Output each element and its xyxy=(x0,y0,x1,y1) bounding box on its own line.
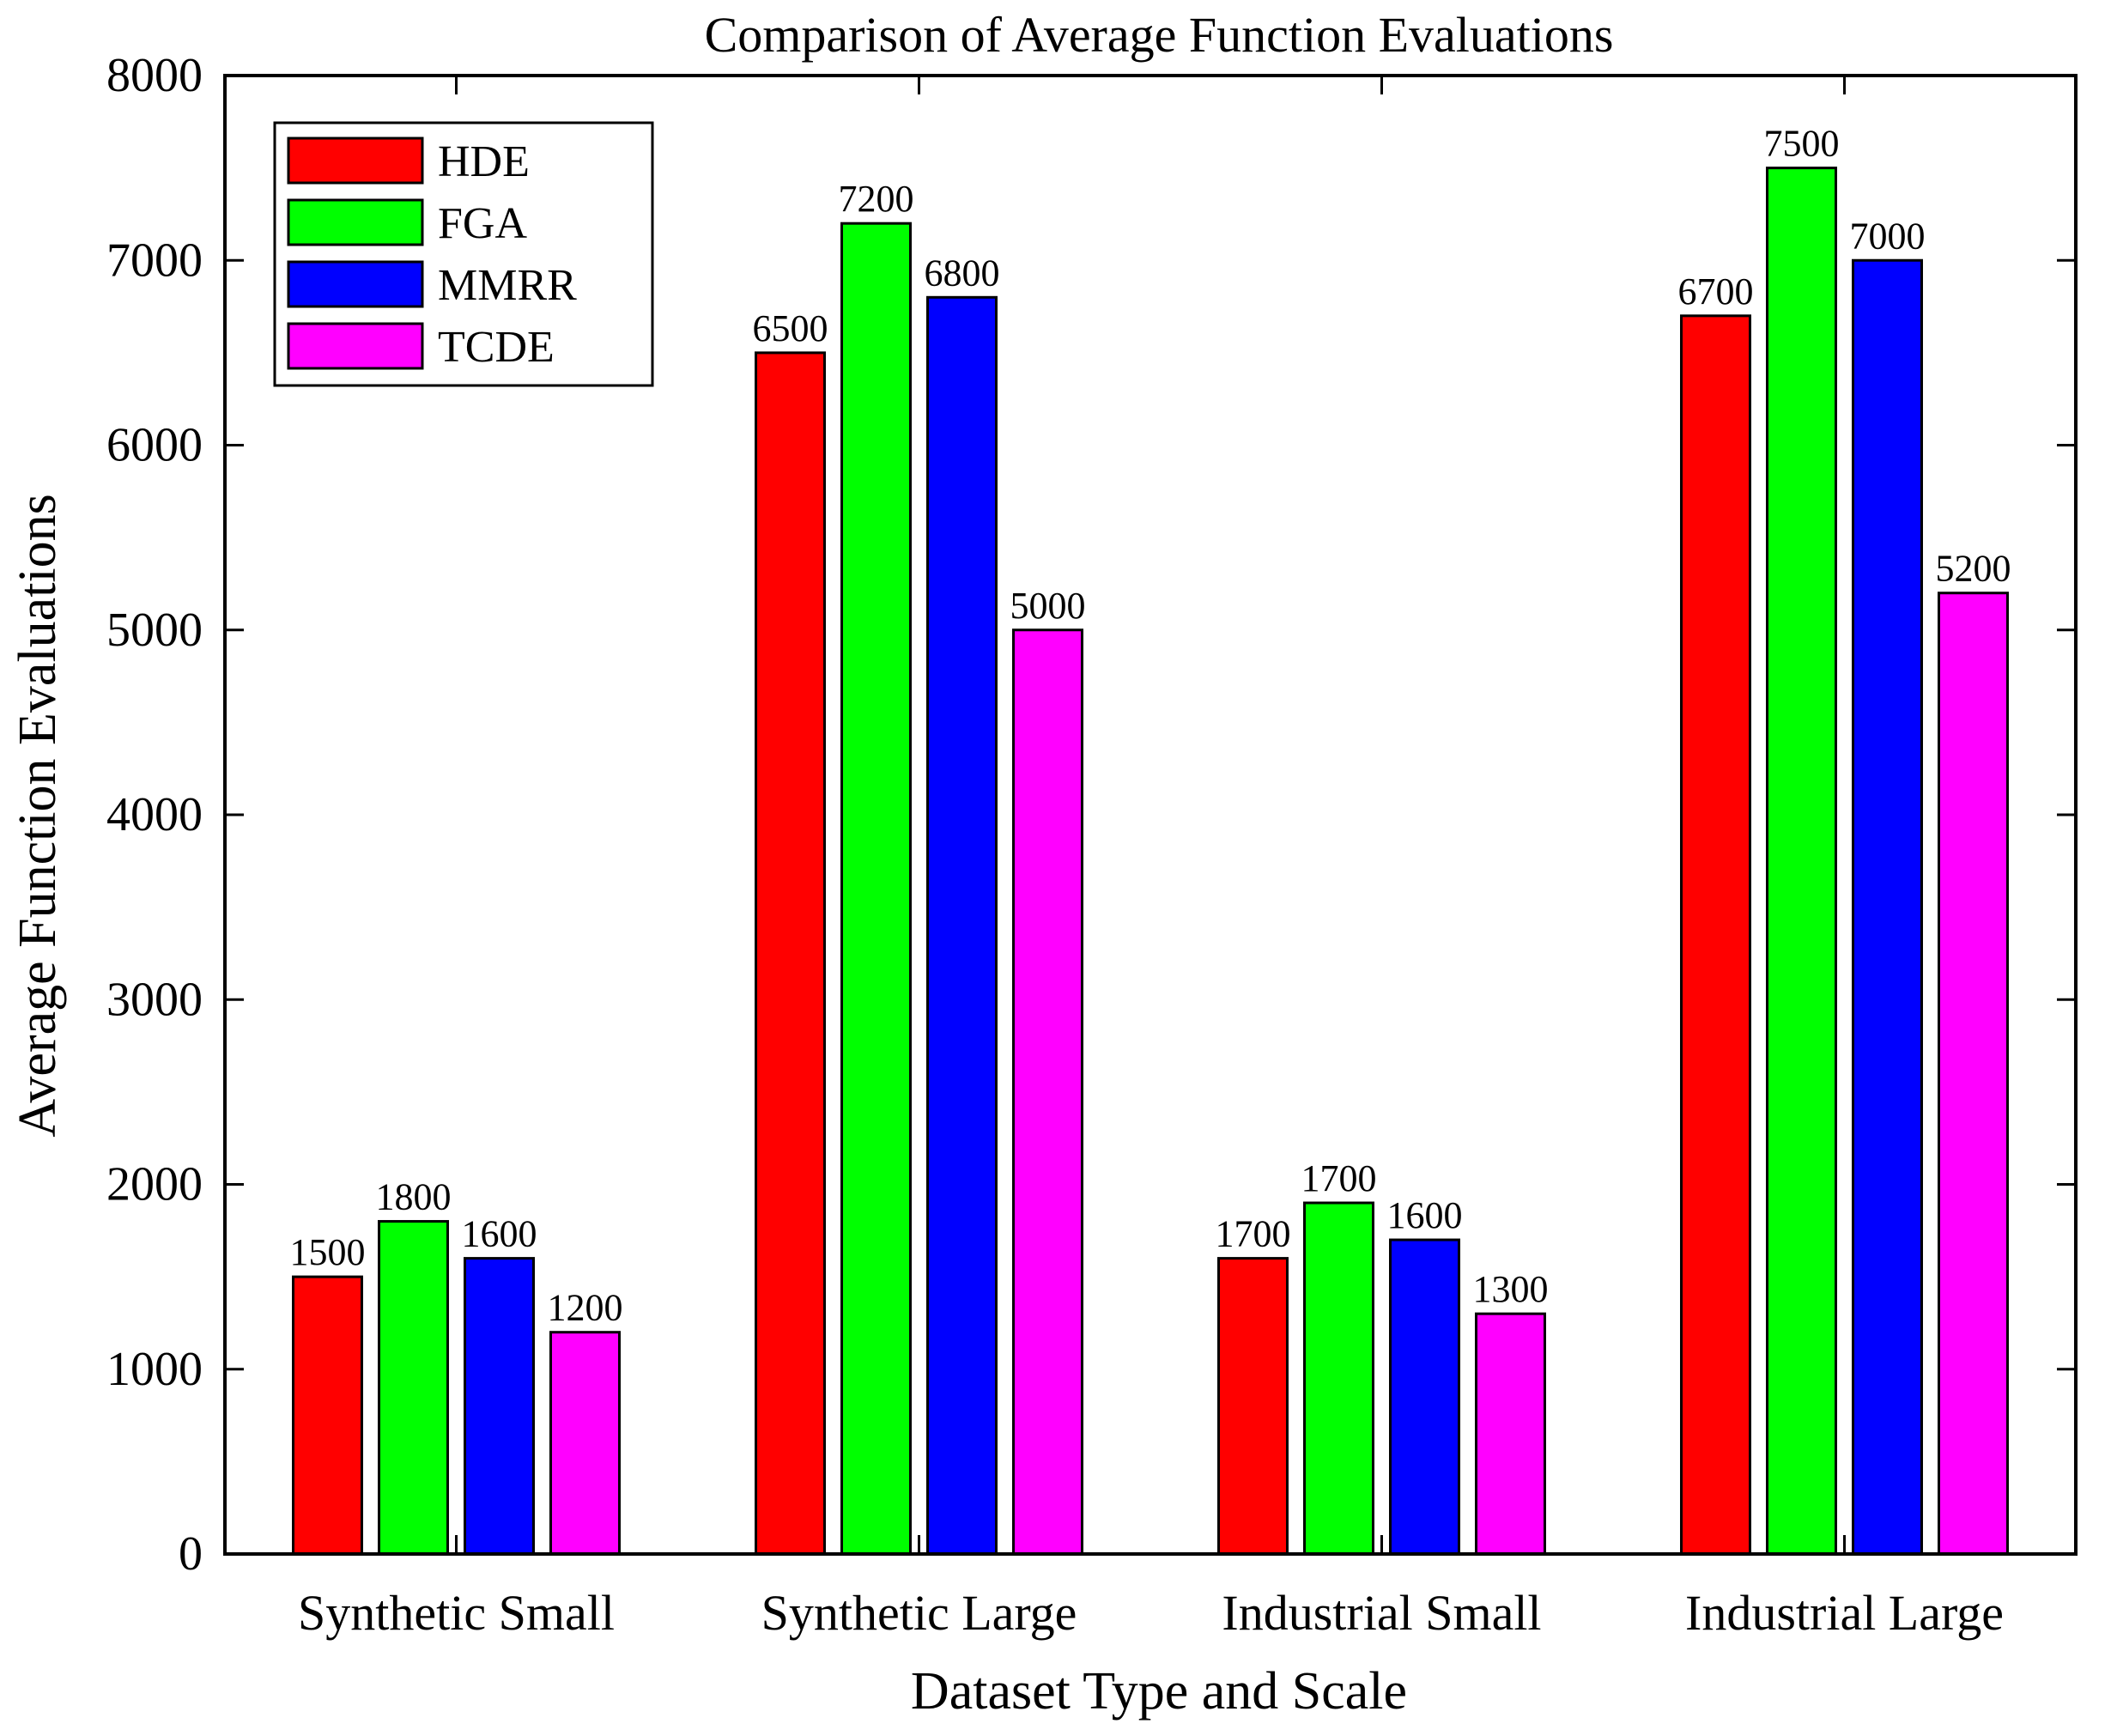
x-axis-label: Dataset Type and Scale xyxy=(911,1662,1407,1721)
bar-mmrr xyxy=(1852,258,1923,1556)
bar-data-label: 1200 xyxy=(548,1287,623,1329)
y-tick-label: 4000 xyxy=(106,788,203,841)
bar-data-label: 5200 xyxy=(1936,548,2011,590)
y-tick-label: 7000 xyxy=(106,234,203,287)
bar-data-label: 1600 xyxy=(462,1213,537,1255)
bar-data-label: 1600 xyxy=(1387,1194,1463,1236)
legend-swatch-hde xyxy=(287,137,424,185)
bar-tcde xyxy=(1012,628,1083,1556)
bar-data-label: 5000 xyxy=(1010,585,1086,627)
y-tick-label: 1000 xyxy=(106,1343,203,1396)
bar-mmrr xyxy=(464,1257,535,1556)
y-tick-label: 2000 xyxy=(106,1158,203,1211)
bar-data-label: 7500 xyxy=(1764,123,1840,165)
y-tick-label: 5000 xyxy=(106,604,203,657)
bar-data-label: 7200 xyxy=(839,178,914,220)
bar-data-label: 1700 xyxy=(1301,1157,1377,1199)
legend-label-fga: FGA xyxy=(438,199,527,248)
plot-area: 0 1000 2000 3000 4000 5000 6000 7000 8000 Synthet… xyxy=(106,49,2076,1641)
category-label: Industrial Large xyxy=(1685,1585,2004,1641)
bar-tcde xyxy=(1938,592,2009,1556)
category-label: Synthetic Small xyxy=(298,1585,615,1641)
bar-fga xyxy=(1303,1201,1374,1556)
bar-fga xyxy=(378,1220,449,1556)
bar-hde xyxy=(292,1275,363,1556)
y-tick-label: 3000 xyxy=(106,973,203,1026)
y-tick-label: 0 xyxy=(179,1527,203,1581)
legend-label-mmrr: MMRR xyxy=(438,261,577,310)
bar-hde xyxy=(755,351,826,1556)
chart-title: Comparison of Average Function Evaluatio… xyxy=(705,7,1614,63)
bar-data-label: 6700 xyxy=(1678,270,1754,313)
category-label: Industrial Small xyxy=(1222,1585,1541,1641)
legend-label-hde: HDE xyxy=(438,137,530,186)
legend-swatch-mmrr xyxy=(287,260,424,308)
category-label: Synthetic Large xyxy=(761,1585,1077,1641)
bar-mmrr xyxy=(1389,1238,1460,1556)
legend: HDE FGA MMRR TCDE xyxy=(273,121,654,387)
bar-hde xyxy=(1680,314,1751,1556)
bar-data-label: 1500 xyxy=(290,1231,366,1273)
bar-fga xyxy=(840,222,912,1556)
bar-tcde xyxy=(1475,1312,1546,1556)
y-tick-label: 6000 xyxy=(106,419,203,472)
bar-data-label: 1300 xyxy=(1473,1268,1549,1310)
bar-tcde xyxy=(549,1331,621,1556)
plot-frame xyxy=(223,74,2078,1556)
bar-data-label: 1700 xyxy=(1216,1213,1291,1255)
bar-mmrr xyxy=(926,295,998,1556)
bar-data-label: 6500 xyxy=(753,307,828,349)
bar-hde xyxy=(1217,1257,1289,1556)
legend-label-tcde: TCDE xyxy=(438,323,555,372)
bar-data-label: 7000 xyxy=(1850,215,1926,257)
y-axis-label: Average Function Evaluations xyxy=(9,494,67,1138)
legend-swatch-fga xyxy=(287,198,424,246)
bar-data-label: 6800 xyxy=(925,252,1000,294)
bar-data-label: 1800 xyxy=(376,1176,452,1218)
bar-fga xyxy=(1766,167,1837,1556)
legend-swatch-tcde xyxy=(287,322,424,370)
y-tick-label: 8000 xyxy=(106,49,203,102)
